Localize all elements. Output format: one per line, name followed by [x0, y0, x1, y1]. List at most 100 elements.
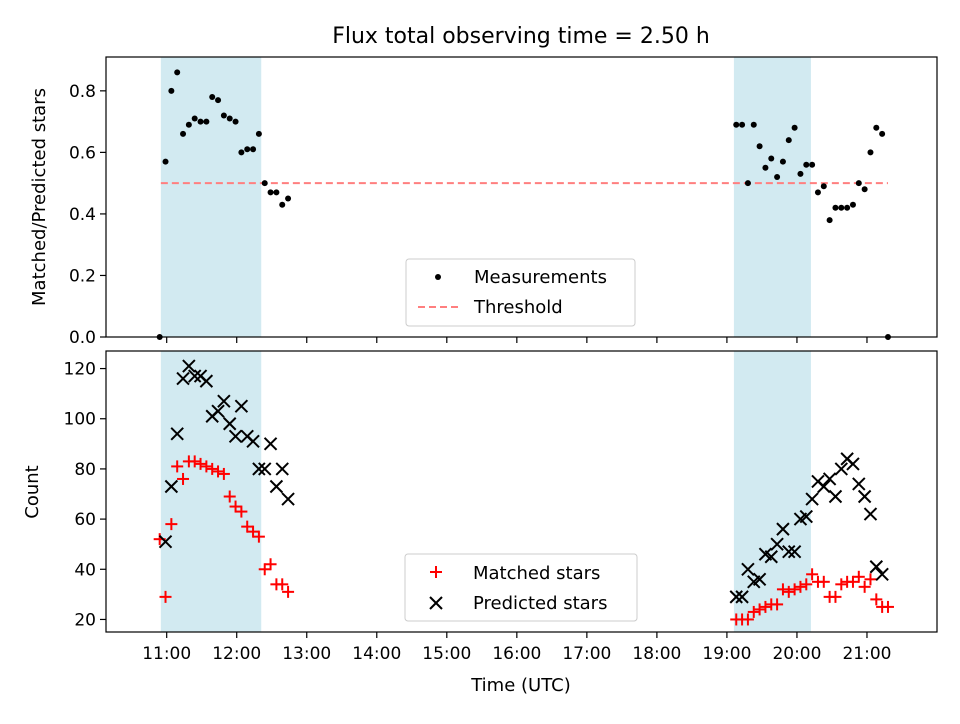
predicted-star-point — [246, 434, 260, 449]
shaded-interval — [733, 57, 811, 337]
top-y-axis-label: Matched/Predicted stars — [29, 88, 50, 306]
measurement-point — [168, 87, 175, 94]
matched-star-point — [846, 575, 859, 588]
measurement-point — [774, 174, 781, 180]
measurement-point — [832, 204, 839, 211]
measurement-point — [185, 121, 192, 128]
predicted-star-point — [217, 394, 231, 408]
predicted-star-point — [182, 359, 196, 373]
predicted-star-point — [857, 489, 872, 504]
y-tick-label: 40 — [74, 560, 96, 580]
matched-star-point — [276, 578, 289, 591]
predicted-star-point — [263, 437, 278, 451]
top-y-ticks: 0.0 0.2 0.4 0.6 0.8 — [69, 82, 106, 348]
matched-star-point — [829, 590, 842, 603]
measurement-point — [285, 195, 292, 202]
matched-star-point — [800, 578, 813, 591]
matched-star-point — [852, 570, 865, 583]
matched-star-point — [188, 455, 201, 468]
predicted-star-point — [187, 369, 202, 383]
matched-star-point — [806, 568, 819, 581]
bottom-panel: 20 40 60 80 100 120 11:00 12:00 13:00 14:00 15:00… — [22, 350, 938, 696]
bottom-y-axis-label: Count — [22, 465, 43, 518]
x-tick-label: 12:00 — [212, 644, 261, 664]
measurement-point — [768, 155, 775, 162]
predicted-star-point — [223, 417, 237, 431]
predicted-star-point — [776, 522, 790, 536]
shaded-interval — [160, 57, 262, 337]
matched-star-point — [264, 558, 277, 571]
y-tick-label: 100 — [64, 410, 96, 430]
matched-star-point — [771, 598, 784, 611]
x-tick-label: 18:00 — [632, 644, 681, 664]
predicted-star-point — [211, 404, 225, 418]
predicted-star-point — [869, 560, 884, 574]
measurement-point — [226, 115, 233, 122]
predicted-star-point — [258, 462, 272, 476]
measurement-point — [209, 94, 216, 100]
predicted-star-point — [199, 374, 214, 388]
y-tick-label: 0.6 — [69, 143, 96, 163]
predicted-star-point — [176, 371, 190, 386]
bottom-y-ticks: 20 40 60 80 100 120 — [64, 360, 106, 630]
x-tick-label: 21:00 — [842, 644, 891, 664]
y-tick-label: 0.2 — [69, 266, 96, 286]
y-tick-label: 0.4 — [69, 205, 96, 225]
y-tick-label: 0.0 — [69, 328, 96, 348]
x-tick-label: 13:00 — [282, 644, 331, 664]
matched-star-point — [835, 578, 848, 591]
measurement-point — [191, 115, 198, 122]
measurement-point — [261, 180, 268, 187]
measurement-point — [785, 137, 792, 144]
y-tick-label: 60 — [74, 510, 96, 530]
predicted-star-point — [764, 550, 778, 564]
matched-star-point — [864, 573, 877, 586]
measurement-point — [197, 118, 204, 125]
measurement-point — [803, 161, 810, 168]
matched-star-point — [858, 580, 871, 593]
predicted-star-point — [799, 509, 813, 524]
matched-star-point — [223, 490, 236, 503]
predicted-star-point — [170, 427, 184, 441]
measurement-point — [820, 183, 827, 190]
matched-star-point — [165, 518, 178, 531]
matched-star-point — [217, 467, 230, 480]
matched-star-point — [177, 472, 190, 485]
predicted-star-point — [752, 572, 767, 587]
predicted-star-point — [158, 534, 173, 549]
measurement-point — [849, 201, 856, 208]
measurement-point — [797, 170, 804, 177]
x-tick-label: 11:00 — [142, 644, 191, 664]
measurement-point — [791, 124, 798, 131]
matched-star-point — [759, 600, 772, 613]
shaded-interval — [733, 351, 811, 632]
measurement-point — [861, 186, 868, 193]
matched-star-point — [776, 583, 789, 596]
matched-star-point — [235, 505, 248, 518]
predicted-star-point — [846, 457, 860, 471]
measurement-point — [220, 112, 227, 119]
bottom-x-ticks: 11:00 12:00 13:00 14:00 15:00 16:00 17:00 18:00… — [142, 632, 891, 664]
measurement-point — [855, 180, 862, 187]
measurement-point — [174, 69, 181, 76]
legend-measurements-marker — [435, 274, 441, 280]
x-tick-label: 15:00 — [422, 644, 471, 664]
predicted-star-point — [164, 479, 179, 494]
predicted-star-point — [228, 429, 243, 444]
measurement-point — [238, 149, 245, 156]
matched-star-point — [159, 590, 172, 603]
legend-matched-marker — [430, 566, 442, 578]
matched-star-point — [247, 525, 260, 538]
measurement-point — [739, 121, 746, 128]
measurement-point — [215, 97, 222, 104]
matched-star-point — [200, 460, 213, 473]
measurement-point — [867, 149, 874, 156]
measurement-point — [162, 158, 169, 165]
predicted-star-point — [875, 567, 889, 582]
matched-star-point — [171, 460, 184, 473]
measurement-point — [756, 143, 763, 150]
measurement-point — [750, 121, 757, 128]
predicted-star-point — [770, 537, 784, 551]
matched-star-point — [252, 530, 265, 543]
